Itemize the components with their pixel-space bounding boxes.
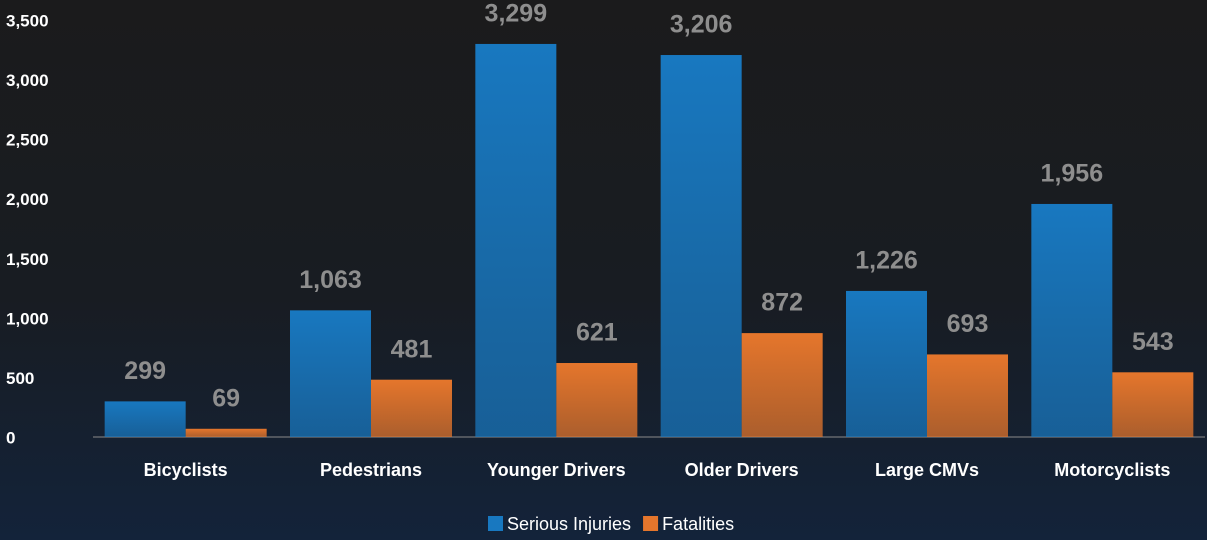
value-label: 481 xyxy=(391,335,433,363)
y-tick-label: 0 xyxy=(6,428,15,447)
bar xyxy=(1112,372,1194,437)
legend-label: Serious Injuries xyxy=(507,514,631,534)
bar xyxy=(741,333,823,437)
value-label: 3,299 xyxy=(485,0,548,28)
value-label: 1,226 xyxy=(855,247,918,275)
bar xyxy=(927,354,1008,437)
bar xyxy=(371,379,452,437)
value-label: 3,206 xyxy=(670,11,733,39)
legend-swatch xyxy=(643,516,659,531)
x-tick-label: Younger Drivers xyxy=(487,460,626,480)
x-tick-label: Bicyclists xyxy=(144,460,228,480)
x-tick-label: Older Drivers xyxy=(685,460,799,480)
value-label: 543 xyxy=(1132,328,1174,356)
y-tick-label: 1,500 xyxy=(6,250,49,269)
bar xyxy=(290,310,371,437)
bar xyxy=(1031,203,1113,437)
value-label: 1,956 xyxy=(1041,160,1104,188)
y-tick-label: 1,000 xyxy=(6,309,49,328)
value-label: 69 xyxy=(212,384,240,412)
y-tick-label: 3,000 xyxy=(6,71,49,90)
x-tick-label: Motorcyclists xyxy=(1054,460,1170,480)
legend-label: Fatalities xyxy=(662,514,734,534)
value-label: 872 xyxy=(761,289,803,317)
bar xyxy=(846,290,927,437)
bar xyxy=(104,401,186,437)
bar xyxy=(475,43,557,437)
legend-swatch xyxy=(488,516,503,531)
y-tick-label: 2,000 xyxy=(6,190,49,209)
y-tick-label: 2,500 xyxy=(6,131,49,150)
bar xyxy=(556,363,638,437)
value-label: 299 xyxy=(124,357,166,385)
value-label: 693 xyxy=(947,310,989,338)
value-label: 1,063 xyxy=(299,266,362,294)
value-label: 621 xyxy=(576,319,618,347)
y-tick-label: 500 xyxy=(6,369,34,388)
x-tick-label: Large CMVs xyxy=(875,460,979,480)
bar xyxy=(185,428,267,437)
y-tick-label: 3,500 xyxy=(6,11,49,30)
x-tick-label: Pedestrians xyxy=(320,460,422,480)
bar xyxy=(660,55,742,437)
